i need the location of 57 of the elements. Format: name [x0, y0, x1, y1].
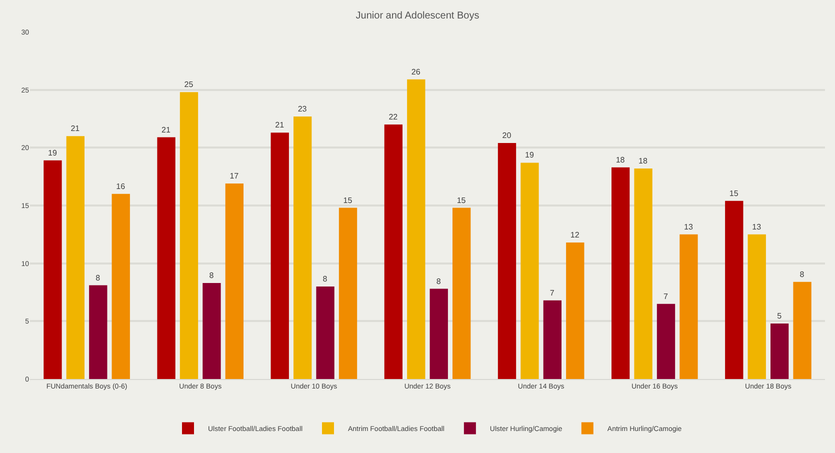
bar	[611, 167, 630, 379]
data-label: 8	[436, 276, 442, 286]
data-label: 13	[752, 222, 762, 232]
bar	[316, 286, 334, 379]
data-label: 20	[502, 131, 512, 140]
data-label: 19	[524, 150, 534, 160]
data-label: 8	[209, 271, 214, 280]
bar	[680, 234, 698, 379]
data-label: 22	[388, 112, 398, 122]
data-label: 15	[729, 188, 739, 198]
bar	[157, 137, 176, 379]
data-label: 18	[638, 156, 648, 166]
data-label: 25	[184, 80, 194, 90]
bar	[112, 194, 130, 379]
bar	[407, 79, 426, 379]
data-label: 5	[777, 311, 782, 320]
bar	[293, 116, 312, 379]
bar	[44, 160, 62, 379]
bar	[338, 208, 358, 379]
bar	[656, 304, 676, 379]
data-label: 23	[298, 104, 308, 114]
data-label: 12	[570, 230, 580, 240]
bar	[770, 323, 789, 379]
chart-title: Junior and Adolescent Boys	[356, 10, 480, 22]
data-label: 17	[230, 172, 240, 181]
bar	[543, 300, 562, 379]
data-label: 15	[343, 196, 353, 205]
data-label: 8	[800, 270, 805, 279]
bar	[452, 208, 471, 379]
data-label: 16	[116, 182, 126, 191]
data-label: 13	[684, 222, 694, 232]
bar	[384, 124, 403, 379]
data-label: 7	[664, 292, 668, 301]
bar	[180, 92, 198, 379]
bar	[520, 162, 539, 379]
data-label: 21	[162, 125, 172, 134]
data-label: 21	[70, 124, 80, 134]
bar	[89, 285, 108, 379]
bar	[225, 184, 244, 379]
data-label: 8	[96, 273, 101, 282]
bar	[748, 234, 766, 379]
data-label: 21	[275, 120, 285, 130]
data-label: 18	[616, 155, 626, 164]
bar	[725, 200, 744, 379]
bar	[66, 136, 85, 379]
data-label: 19	[48, 148, 58, 158]
bar	[566, 242, 584, 379]
bar	[793, 282, 812, 379]
bar	[634, 168, 652, 379]
bar	[202, 283, 221, 379]
bar	[498, 143, 516, 379]
bar	[430, 288, 448, 379]
data-label: 7	[550, 288, 555, 298]
data-label: 15	[456, 196, 466, 205]
bar	[270, 132, 289, 379]
data-label: 8	[322, 274, 328, 284]
data-label: 26	[411, 67, 421, 76]
